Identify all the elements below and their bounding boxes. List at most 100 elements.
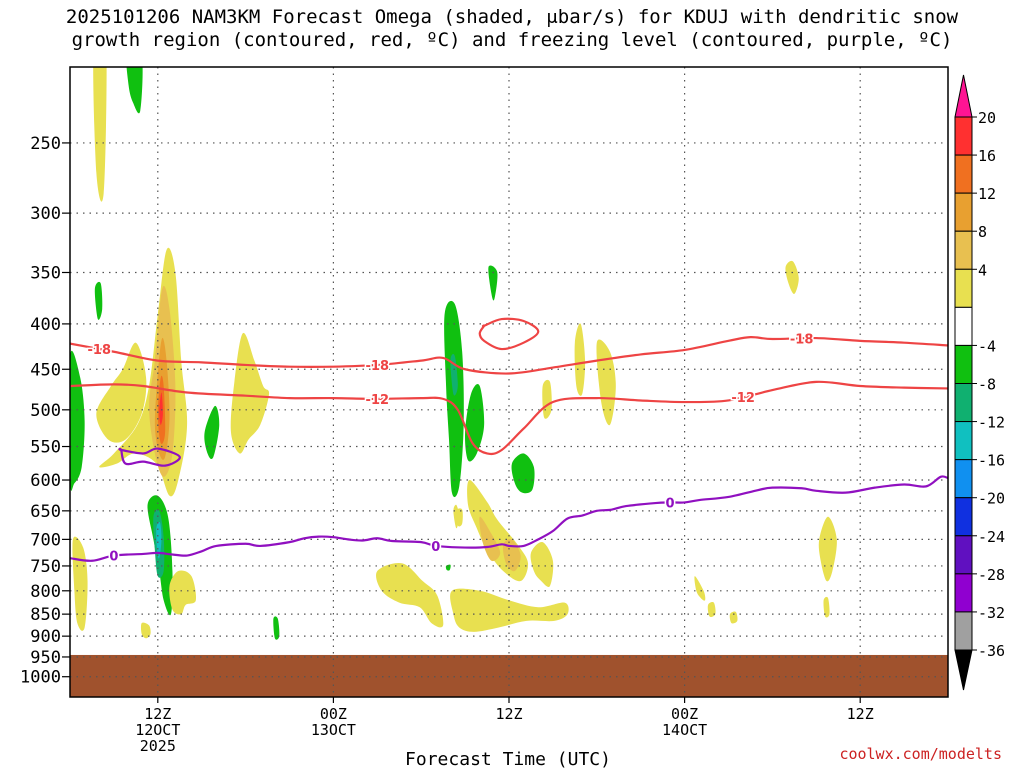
freezing-level-contour-closed [118,447,181,467]
omega-region [596,339,616,426]
y-tick-label: 900 [30,627,61,647]
x-tick-year: 2025 [140,737,176,755]
colorbar-label: 4 [978,261,987,279]
x-tick-date: 14OCT [662,721,707,739]
freezing-level-contour [70,475,948,562]
x-tick-label: 12Z [847,705,874,723]
y-tick-label: 850 [30,605,61,625]
colorbar-label: 20 [978,109,996,127]
colorbar-label: -28 [978,566,1005,584]
colorbar-label: -16 [978,452,1005,470]
omega-region [140,622,151,639]
omega-region [376,563,444,628]
colorbar-swatch [954,230,973,270]
x-tick-label: 12Z [495,705,522,723]
contour-label: -18 [88,343,112,358]
y-tick-label: 650 [30,502,61,522]
omega-region [126,67,143,114]
omega-region [456,508,463,527]
omega-region [542,379,552,419]
colorbar-swatch [954,459,973,499]
y-tick-label: 700 [30,530,61,550]
dgz-contour-minus18 [70,336,948,375]
chart-title-line-1: 2025101206 NAM3KM Forecast Omega (shaded… [65,6,959,28]
omega-region [785,260,799,294]
omega-region [93,67,107,202]
colorbar-swatch [954,192,973,232]
colorbar-swatch [954,306,973,346]
omega-region [465,384,485,462]
x-axis-label: Forecast Time (UTC) [405,749,611,768]
colorbar-arrow-bottom [954,649,973,691]
colorbar-label: 16 [978,147,996,165]
contour-label: -18 [366,359,390,374]
colorbar-label: -4 [978,337,996,355]
omega-region [204,405,220,460]
y-tick-label: 1000 [20,668,61,688]
colorbar-label: -8 [978,376,996,394]
colorbar-swatch [954,611,973,651]
y-tick-label: 950 [30,648,61,668]
colorbar-swatch [954,116,973,156]
colorbar-swatch [954,344,973,384]
contour-label: 0 [109,550,118,565]
omega-region [511,453,535,494]
chart-title-line-2: growth region (contoured, red, ºC) and f… [71,29,953,51]
y-tick-label: 550 [30,438,61,458]
omega-region [169,570,197,615]
contour-label: 0 [665,496,674,511]
source-credit: coolwx.com/modelts [839,745,1002,763]
dgz-contour-minus12-closed [478,317,540,351]
omega-region [96,342,147,443]
x-tick-label: 12Z [144,705,171,723]
omega-region [818,516,837,582]
x-tick-label: 00Z [671,705,698,723]
colorbar-arrow-top [954,74,973,118]
x-tick-date: 12OCT [135,721,180,739]
y-tick-label: 600 [30,471,61,491]
omega-region [574,323,586,396]
colorbar-swatch [954,573,973,613]
omega-region [94,281,103,320]
y-tick-label: 300 [30,204,61,224]
omega-region [444,300,464,498]
omega-region [72,536,88,631]
omega-region [159,392,163,425]
colorbar-swatch [954,421,973,461]
contour-label: -12 [366,393,390,408]
x-tick-label: 00Z [320,705,347,723]
omega-region [488,265,498,301]
colorbar-label: 8 [978,223,987,241]
y-tick-label: 800 [30,582,61,602]
y-tick-label: 350 [30,263,61,283]
omega-region [707,602,716,618]
colorbar-swatch [954,535,973,575]
colorbar-label: -36 [978,642,1005,660]
omega-region [823,596,830,618]
y-tick-label: 400 [30,315,61,335]
omega-region [273,616,280,640]
y-tick-label: 450 [30,360,61,380]
colorbar-label: 12 [978,185,996,203]
omega-region [729,611,738,624]
y-tick-label: 750 [30,557,61,577]
colorbar-label: -32 [978,604,1005,622]
omega-region [694,576,706,601]
dgz-contour-minus12 [70,380,948,456]
contour-label: -18 [790,332,814,347]
colorbar-label: -20 [978,490,1005,508]
x-tick-date: 13OCT [311,721,356,739]
colorbar-swatch [954,383,973,423]
colorbar-swatch [954,268,973,308]
y-tick-label: 500 [30,401,61,421]
omega-region [70,350,85,491]
omega-region [479,516,501,562]
plot-area: -18 -18 -18 -12 -12 0 0 0 [70,67,948,697]
omega-region [230,332,270,454]
omega-region [450,588,569,632]
y-tick-label: 250 [30,134,61,154]
omega-region [530,541,554,587]
ground-below-surface [70,654,948,697]
colorbar-swatch [954,154,973,194]
